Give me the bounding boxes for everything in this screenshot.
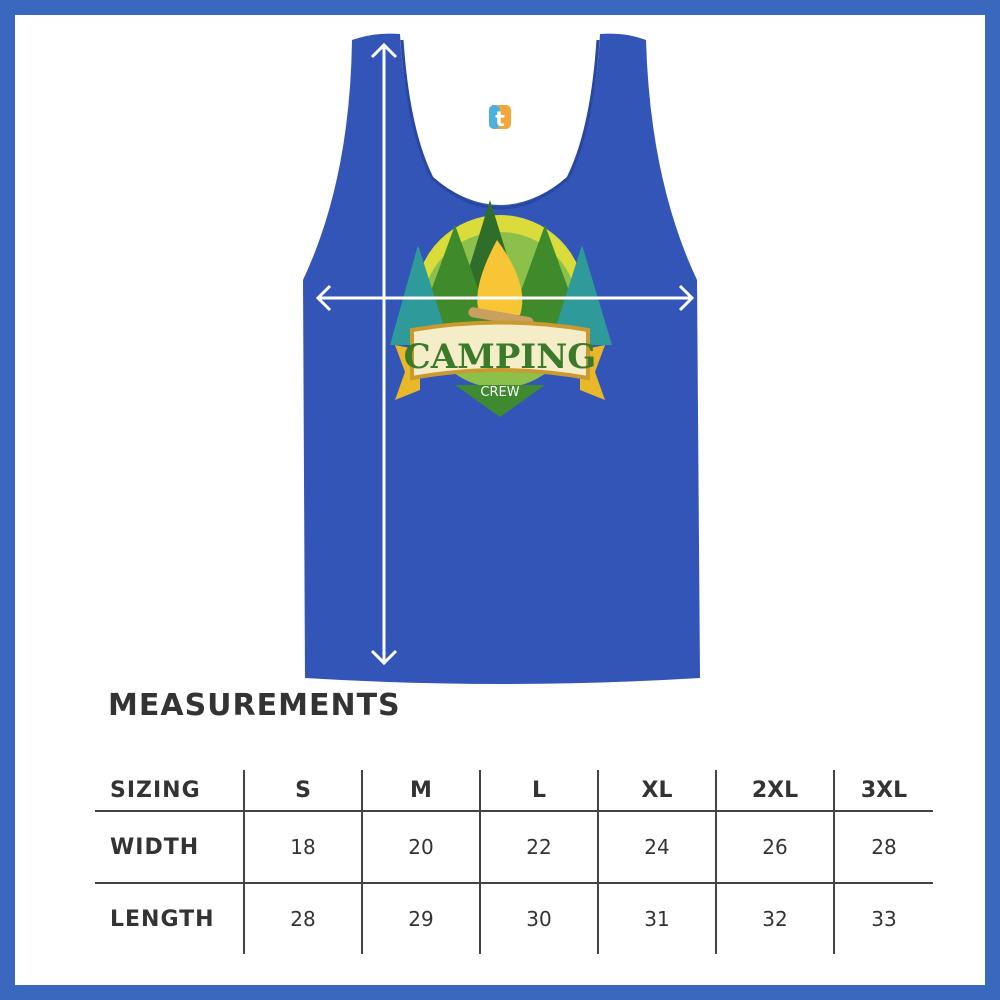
size-header: XL [597,770,716,812]
size-header: S [243,770,362,812]
brand-tag-icon: t [489,105,511,131]
header-label: SIZING [95,770,244,812]
width-arrow [315,284,695,312]
size-header: 3XL [833,770,933,812]
size-chart-table: SIZING S M L XL 2XL 3XL WIDTH 18 20 22 2… [95,770,933,954]
cell: 22 [479,811,598,884]
svg-text:CREW: CREW [480,385,519,400]
size-header: M [361,770,480,812]
cell: 20 [361,811,480,884]
cell: 33 [833,883,933,954]
measurements-title: MEASUREMENTS [108,688,401,723]
cell: 26 [715,811,834,884]
svg-text:CAMPING: CAMPING [404,337,597,377]
cell: 28 [243,883,362,954]
size-header: L [479,770,598,812]
cell: 24 [597,811,716,884]
cell: 18 [243,811,362,884]
cell: 30 [479,883,598,954]
row-label: LENGTH [110,906,215,932]
table-row: WIDTH 18 20 22 24 26 28 [95,811,933,884]
cell: 28 [833,811,933,884]
neckline [400,39,600,210]
table-row: LENGTH 28 29 30 31 32 33 [95,883,933,954]
cell: 31 [597,883,716,954]
row-label: WIDTH [95,811,244,884]
svg-text:t: t [495,107,505,131]
table-header-row: SIZING S M L XL 2XL 3XL [95,770,933,812]
length-arrow [370,42,398,666]
size-header: 2XL [715,770,834,812]
cell: 32 [715,883,834,954]
cell: 29 [361,883,480,954]
